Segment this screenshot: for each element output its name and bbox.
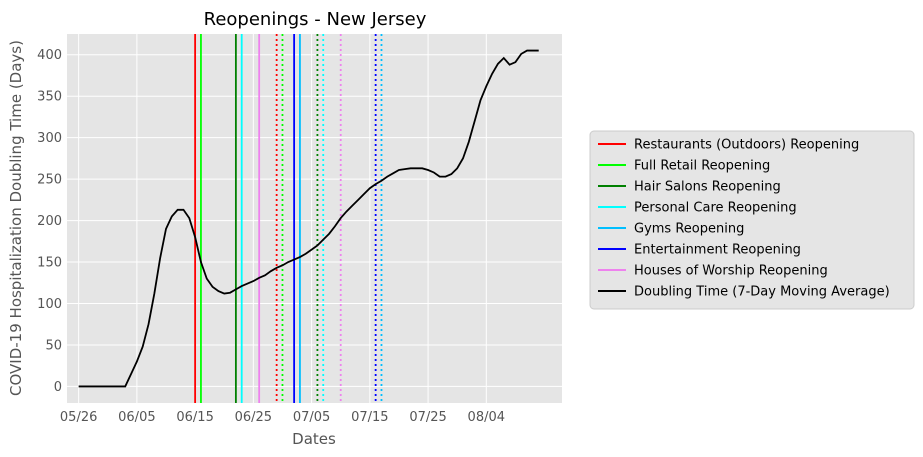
plot-area-background <box>67 34 562 403</box>
legend-label: Personal Care Reopening <box>634 201 797 216</box>
x-tick-labels: 05/26 06/05 06/15 06/25 07/05 07/15 07/25 08/04 <box>60 410 505 425</box>
chart-title: Reopenings - New Jersey <box>204 9 427 30</box>
y-tick-labels: 0 50 100 150 200 250 300 350 400 <box>37 48 62 395</box>
reopening-lines <box>194 34 383 403</box>
x-tick-label: 07/15 <box>351 410 388 425</box>
legend-label: Restaurants (Outdoors) Reopening <box>634 138 859 153</box>
series-line-doubling-time <box>78 49 539 388</box>
y-tick-label: 300 <box>37 131 62 146</box>
x-tick-label: 07/05 <box>293 410 330 425</box>
x-tick-label: 06/25 <box>235 410 272 425</box>
legend-label: Full Retail Reopening <box>634 159 770 174</box>
y-tick-label: 400 <box>37 48 62 63</box>
x-tick-label: 08/04 <box>468 410 505 425</box>
x-tick-label: 05/26 <box>60 410 97 425</box>
legend-label: Doubling Time (7-Day Moving Average) <box>634 285 890 300</box>
y-tick-label: 0 <box>54 380 62 395</box>
y-tick-label: 350 <box>37 90 62 105</box>
y-gridlines <box>67 54 562 387</box>
y-tick-label: 150 <box>37 256 62 271</box>
legend: Restaurants (Outdoors) Reopening Full Ret… <box>589 130 915 310</box>
x-tick-label: 07/25 <box>409 410 446 425</box>
x-axis-label: Dates <box>292 430 336 448</box>
y-tick-label: 100 <box>37 297 62 312</box>
y-axis-label: COVID-19 Hospitalization Doubling Time (… <box>7 40 25 396</box>
x-tick-label: 06/05 <box>118 410 155 425</box>
legend-box <box>589 130 915 310</box>
y-tick-label: 50 <box>45 338 62 353</box>
x-tick-label: 06/15 <box>176 410 213 425</box>
legend-label: Gyms Reopening <box>634 222 744 237</box>
legend-label: Hair Salons Reopening <box>634 180 781 195</box>
y-tick-label: 250 <box>37 173 62 188</box>
legend-label: Entertainment Reopening <box>634 243 801 258</box>
y-tick-label: 200 <box>37 214 62 229</box>
legend-label: Houses of Worship Reopening <box>634 264 828 279</box>
